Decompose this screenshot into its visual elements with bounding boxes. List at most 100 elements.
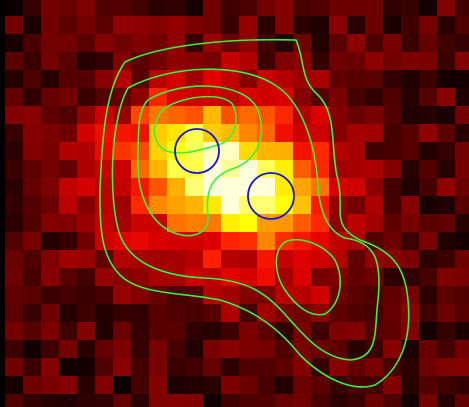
pixel xyxy=(131,232,149,250)
pixel xyxy=(329,70,347,88)
pixel xyxy=(167,322,185,340)
pixel xyxy=(275,250,293,268)
pixel xyxy=(221,340,239,358)
pixel xyxy=(383,16,401,34)
pixel xyxy=(239,268,257,286)
pixel xyxy=(59,322,77,340)
pixel xyxy=(383,52,401,70)
pixel xyxy=(365,394,383,407)
pixel xyxy=(23,304,41,322)
pixel xyxy=(149,376,167,394)
pixel xyxy=(203,214,221,232)
pixel xyxy=(221,124,239,142)
pixel xyxy=(455,34,469,52)
pixel xyxy=(59,178,77,196)
pixel xyxy=(77,178,95,196)
pixel xyxy=(41,160,59,178)
pixel xyxy=(347,70,365,88)
pixel xyxy=(293,16,311,34)
pixel xyxy=(59,88,77,106)
pixel xyxy=(419,340,437,358)
pixel xyxy=(401,70,419,88)
pixel xyxy=(23,52,41,70)
pixel xyxy=(23,376,41,394)
pixel xyxy=(455,340,469,358)
pixel xyxy=(149,232,167,250)
pixel xyxy=(275,358,293,376)
pixel xyxy=(347,250,365,268)
pixel xyxy=(41,232,59,250)
pixel xyxy=(401,124,419,142)
pixel xyxy=(131,52,149,70)
pixel xyxy=(401,0,419,16)
pixel xyxy=(383,124,401,142)
pixel xyxy=(203,160,221,178)
pixel xyxy=(131,142,149,160)
pixel xyxy=(347,52,365,70)
pixel xyxy=(347,340,365,358)
pixel xyxy=(401,232,419,250)
pixel xyxy=(59,160,77,178)
pixel xyxy=(41,394,59,407)
pixel xyxy=(239,16,257,34)
pixel xyxy=(311,106,329,124)
pixel xyxy=(23,160,41,178)
pixel xyxy=(113,286,131,304)
pixel xyxy=(455,304,469,322)
pixel xyxy=(203,304,221,322)
pixel xyxy=(203,286,221,304)
pixel xyxy=(185,160,203,178)
pixel xyxy=(257,70,275,88)
pixel xyxy=(167,358,185,376)
pixel xyxy=(383,70,401,88)
pixel xyxy=(185,34,203,52)
pixel xyxy=(293,304,311,322)
pixel xyxy=(185,250,203,268)
pixel xyxy=(77,88,95,106)
pixel xyxy=(113,0,131,16)
pixel xyxy=(167,196,185,214)
pixel xyxy=(59,394,77,407)
pixel xyxy=(23,34,41,52)
pixel xyxy=(149,286,167,304)
pixel xyxy=(77,250,95,268)
pixel xyxy=(293,376,311,394)
pixel xyxy=(437,286,455,304)
pixel xyxy=(401,358,419,376)
pixel xyxy=(275,214,293,232)
pixel xyxy=(383,88,401,106)
pixel xyxy=(329,142,347,160)
pixel xyxy=(167,34,185,52)
pixel xyxy=(293,70,311,88)
pixel xyxy=(95,394,113,407)
pixel xyxy=(131,376,149,394)
pixel xyxy=(221,16,239,34)
pixel xyxy=(365,322,383,340)
pixel xyxy=(167,16,185,34)
pixel xyxy=(5,268,23,286)
pixel xyxy=(185,214,203,232)
pixel xyxy=(455,196,469,214)
pixel xyxy=(329,376,347,394)
source-circle xyxy=(174,128,220,174)
pixel xyxy=(59,52,77,70)
pixel xyxy=(5,160,23,178)
pixel xyxy=(95,340,113,358)
pixel xyxy=(185,70,203,88)
pixel xyxy=(77,232,95,250)
pixel xyxy=(365,340,383,358)
pixel xyxy=(59,16,77,34)
pixel xyxy=(77,358,95,376)
pixel xyxy=(293,106,311,124)
pixel xyxy=(95,106,113,124)
pixel xyxy=(167,268,185,286)
pixel xyxy=(221,214,239,232)
pixel xyxy=(437,196,455,214)
pixel xyxy=(5,376,23,394)
pixel xyxy=(275,34,293,52)
contour-outer xyxy=(99,38,410,388)
pixel xyxy=(221,358,239,376)
pixel xyxy=(59,232,77,250)
